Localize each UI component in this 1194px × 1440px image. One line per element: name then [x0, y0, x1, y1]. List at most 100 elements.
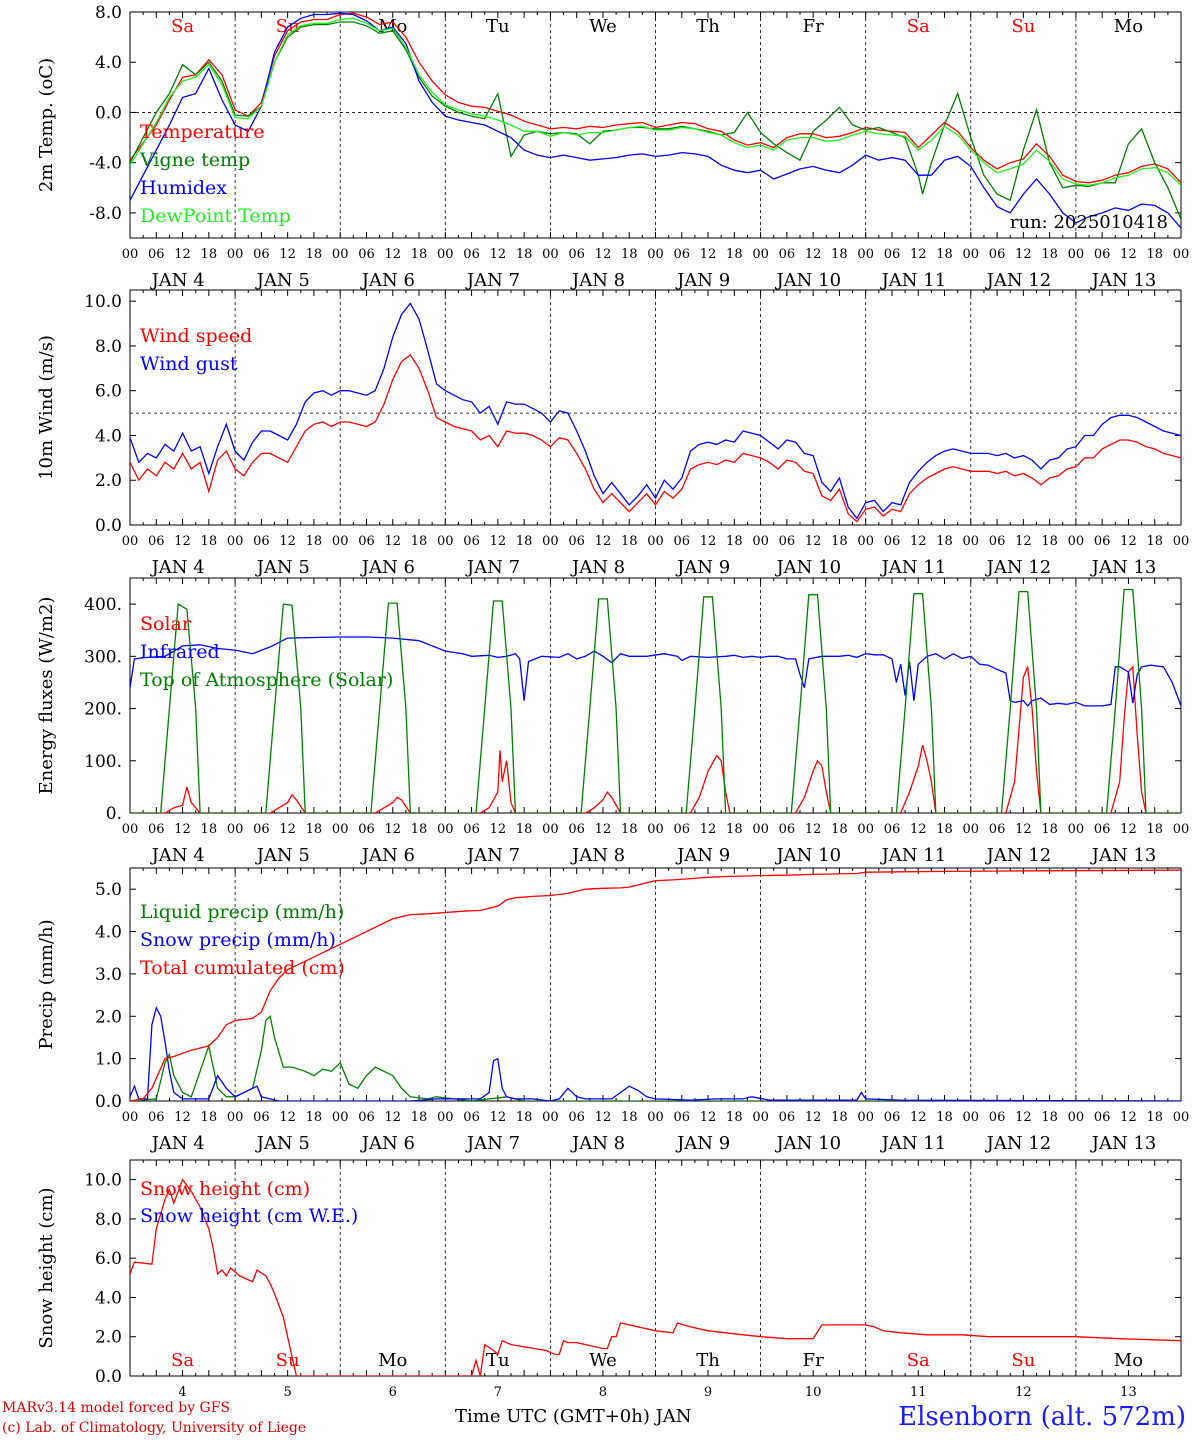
hour-tick-label: 12	[1120, 534, 1137, 549]
date-label: JAN 7	[465, 270, 520, 291]
hour-tick-label: 18	[621, 822, 638, 837]
y-tick-label: 2.0	[95, 1007, 122, 1027]
hour-tick-label: 18	[936, 534, 953, 549]
series-line-wind-gust	[130, 302, 1181, 520]
date-label: JAN 7	[465, 845, 520, 866]
hour-tick-label: 06	[1094, 247, 1111, 262]
date-label: JAN 7	[465, 557, 520, 578]
hour-tick-label: 06	[674, 1110, 691, 1125]
hour-tick-label: 12	[1015, 1110, 1032, 1125]
hour-tick-label: 00	[1068, 822, 1085, 837]
hour-tick-label: 00	[542, 822, 559, 837]
hour-tick-label: 12	[1120, 247, 1137, 262]
y-tick-label: -8.0	[89, 204, 122, 224]
hour-tick-label: 18	[831, 534, 848, 549]
hour-tick-label: 12	[279, 1110, 296, 1125]
hour-tick-label: 00	[332, 1110, 349, 1125]
hour-tick-label: 06	[674, 534, 691, 549]
date-label: JAN 7	[465, 1133, 520, 1154]
date-label: JAN 5	[255, 557, 310, 578]
day-number-label: 8	[599, 1385, 607, 1400]
date-label: JAN 9	[675, 845, 730, 866]
y-tick-label: 10.0	[84, 292, 122, 312]
hour-tick-label: 06	[358, 1110, 375, 1125]
hour-tick-label: 06	[568, 247, 585, 262]
hour-tick-label: 18	[1146, 822, 1163, 837]
hour-tick-label: 00	[647, 247, 664, 262]
weekday-label: Th	[696, 16, 720, 37]
hour-tick-label: 18	[201, 1110, 218, 1125]
hour-tick-label: 06	[674, 822, 691, 837]
legend-entry: DewPoint Temp	[140, 205, 291, 227]
hour-tick-label: 18	[726, 822, 743, 837]
hour-tick-label: 12	[490, 247, 507, 262]
hour-tick-label: 12	[910, 822, 927, 837]
hour-tick-label: 00	[332, 534, 349, 549]
hour-tick-label: 12	[1015, 822, 1032, 837]
date-label: JAN 13	[1090, 1133, 1157, 1154]
date-label: JAN 6	[360, 270, 415, 291]
hour-tick-label: 00	[963, 534, 980, 549]
y-tick-label: 6.0	[95, 1249, 122, 1269]
date-label: JAN 9	[675, 270, 730, 291]
hour-tick-label: 18	[306, 1110, 323, 1125]
x-axis-title: Time UTC (GMT+0h) JAN	[455, 1406, 692, 1427]
day-number-label: 12	[1015, 1385, 1032, 1400]
hour-tick-label: 06	[884, 534, 901, 549]
hour-tick-label: 12	[174, 822, 191, 837]
hour-tick-label: 18	[831, 1110, 848, 1125]
hour-tick-label: 06	[989, 1110, 1006, 1125]
hour-tick-label: 18	[1146, 247, 1163, 262]
hour-tick-label: 00	[857, 534, 874, 549]
hour-tick-label: 18	[516, 1110, 533, 1125]
lab-credit: (c) Lab. of Climatology, University of L…	[2, 1420, 307, 1436]
hour-tick-label: 06	[779, 1110, 796, 1125]
hour-tick-label: 18	[411, 822, 428, 837]
hour-tick-label: 12	[595, 1110, 612, 1125]
series-line-vigne-temp	[130, 21, 1181, 220]
hour-tick-label: 18	[726, 247, 743, 262]
hour-tick-label: 06	[358, 822, 375, 837]
hour-tick-label: 00	[1068, 247, 1085, 262]
hour-tick-label: 06	[148, 1110, 165, 1125]
hour-tick-label: 12	[700, 1110, 717, 1125]
hour-tick-label: 06	[358, 534, 375, 549]
hour-tick-label: 00	[752, 1110, 769, 1125]
y-axis-label: 2m Temp. (oC)	[36, 58, 57, 192]
hour-tick-label: 06	[463, 247, 480, 262]
hour-tick-label: 00	[227, 822, 244, 837]
hour-tick-label: 12	[490, 534, 507, 549]
date-label: JAN 13	[1090, 557, 1157, 578]
hour-tick-label: 18	[726, 1110, 743, 1125]
date-label: JAN 4	[150, 557, 205, 578]
y-tick-label: 0.0	[95, 516, 122, 536]
date-label: JAN 9	[675, 1133, 730, 1154]
weekday-label: Su	[1011, 16, 1035, 37]
date-label: JAN 5	[255, 845, 310, 866]
date-label: JAN 12	[985, 270, 1052, 291]
day-number-label: 4	[178, 1385, 186, 1400]
hour-tick-label: 00	[857, 1110, 874, 1125]
weekday-label: Su	[276, 1350, 300, 1371]
weekday-label: Mo	[378, 1350, 407, 1371]
hour-tick-label: 00	[857, 822, 874, 837]
y-tick-label: 10.0	[84, 1171, 122, 1191]
date-label: JAN 8	[570, 1133, 625, 1154]
hour-tick-label: 00	[1173, 534, 1190, 549]
hour-tick-label: 18	[621, 247, 638, 262]
hour-tick-label: 06	[1094, 822, 1111, 837]
hour-tick-label: 06	[568, 534, 585, 549]
legend-entry: Snow height (cm W.E.)	[140, 1205, 358, 1227]
hour-tick-label: 12	[1015, 247, 1032, 262]
hour-tick-label: 06	[463, 822, 480, 837]
hour-tick-label: 00	[332, 247, 349, 262]
hour-tick-label: 18	[936, 247, 953, 262]
y-tick-label: 4.0	[95, 1288, 122, 1308]
hour-tick-label: 06	[568, 1110, 585, 1125]
hour-tick-label: 00	[1173, 1110, 1190, 1125]
hour-tick-label: 12	[700, 534, 717, 549]
date-label: JAN 6	[360, 845, 415, 866]
y-tick-label: 5.0	[95, 880, 122, 900]
y-axis-label: Precip (mm/h)	[36, 919, 57, 1049]
hour-tick-label: 18	[1041, 534, 1058, 549]
